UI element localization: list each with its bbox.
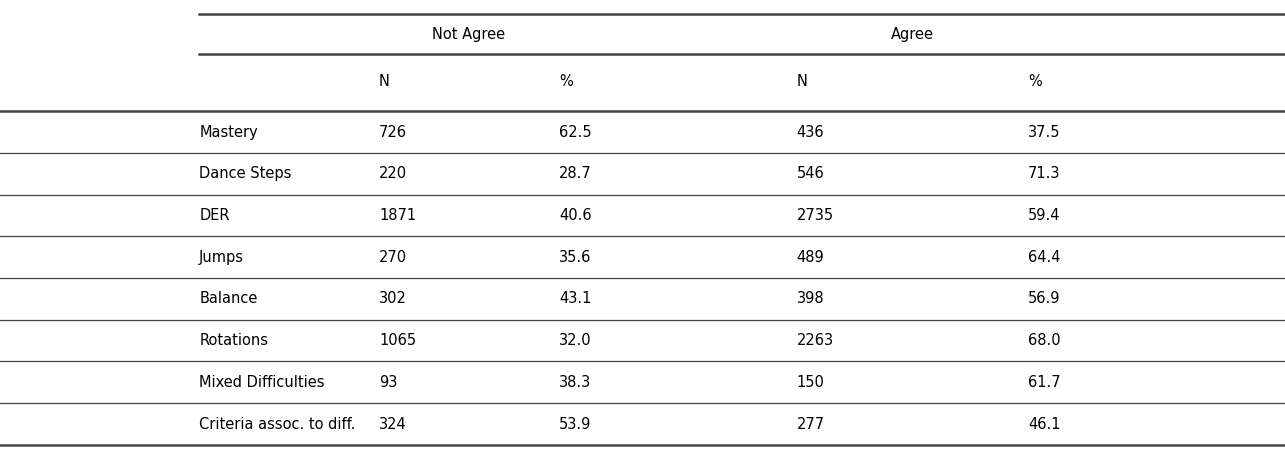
- Text: 53.9: 53.9: [559, 417, 591, 432]
- Text: 56.9: 56.9: [1028, 291, 1060, 306]
- Text: 28.7: 28.7: [559, 166, 591, 181]
- Text: 220: 220: [379, 166, 407, 181]
- Text: 546: 546: [797, 166, 825, 181]
- Text: 43.1: 43.1: [559, 291, 591, 306]
- Text: 64.4: 64.4: [1028, 250, 1060, 265]
- Text: 59.4: 59.4: [1028, 208, 1060, 223]
- Text: 150: 150: [797, 375, 825, 390]
- Text: 1065: 1065: [379, 333, 416, 348]
- Text: 302: 302: [379, 291, 407, 306]
- Text: 489: 489: [797, 250, 825, 265]
- Text: Agree: Agree: [891, 26, 934, 42]
- Text: 38.3: 38.3: [559, 375, 591, 390]
- Text: Jumps: Jumps: [199, 250, 244, 265]
- Text: 37.5: 37.5: [1028, 124, 1060, 139]
- Text: Mixed Difficulties: Mixed Difficulties: [199, 375, 325, 390]
- Text: DER: DER: [199, 208, 230, 223]
- Text: N: N: [379, 74, 389, 89]
- Text: 2735: 2735: [797, 208, 834, 223]
- Text: 71.3: 71.3: [1028, 166, 1060, 181]
- Text: 40.6: 40.6: [559, 208, 591, 223]
- Text: %: %: [1028, 74, 1042, 89]
- Text: Not Agree: Not Agree: [433, 26, 505, 42]
- Text: 324: 324: [379, 417, 407, 432]
- Text: 35.6: 35.6: [559, 250, 591, 265]
- Text: 61.7: 61.7: [1028, 375, 1060, 390]
- Text: Mastery: Mastery: [199, 124, 258, 139]
- Text: %: %: [559, 74, 573, 89]
- Text: 93: 93: [379, 375, 397, 390]
- Text: 2263: 2263: [797, 333, 834, 348]
- Text: 436: 436: [797, 124, 824, 139]
- Text: 68.0: 68.0: [1028, 333, 1060, 348]
- Text: Rotations: Rotations: [199, 333, 269, 348]
- Text: 398: 398: [797, 291, 824, 306]
- Text: 726: 726: [379, 124, 407, 139]
- Text: Balance: Balance: [199, 291, 257, 306]
- Text: 32.0: 32.0: [559, 333, 591, 348]
- Text: 277: 277: [797, 417, 825, 432]
- Text: N: N: [797, 74, 807, 89]
- Text: 1871: 1871: [379, 208, 416, 223]
- Text: 62.5: 62.5: [559, 124, 591, 139]
- Text: 46.1: 46.1: [1028, 417, 1060, 432]
- Text: Criteria assoc. to diff.: Criteria assoc. to diff.: [199, 417, 356, 432]
- Text: Dance Steps: Dance Steps: [199, 166, 292, 181]
- Text: 270: 270: [379, 250, 407, 265]
